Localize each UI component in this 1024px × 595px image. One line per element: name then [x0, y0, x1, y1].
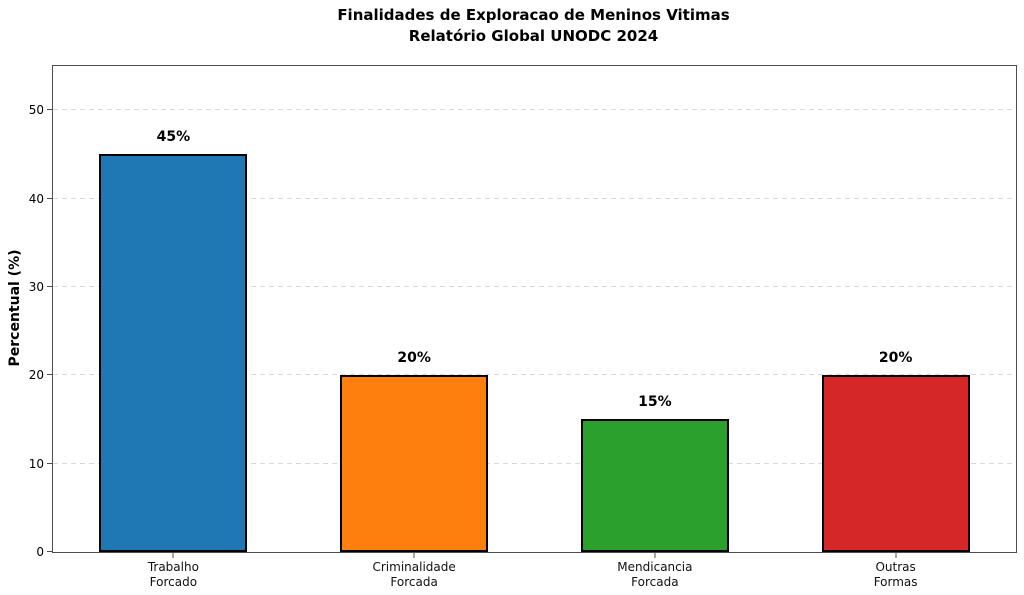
- x-tick-label-line: Forcada: [631, 575, 679, 589]
- x-tick-label-line: Forcada: [390, 575, 438, 589]
- x-tick-label-line: Trabalho: [147, 560, 199, 574]
- bar-value-label: 45%: [156, 129, 191, 146]
- chart-title: Finalidades de Exploracao de Meninos Vit…: [52, 5, 1015, 47]
- y-tick-mark: [47, 285, 53, 287]
- bar: [340, 375, 489, 552]
- bar-value-label: 15%: [638, 394, 672, 411]
- bar: [580, 419, 729, 552]
- bar: [99, 154, 248, 552]
- x-tick-label: Criminalidade Forcada: [372, 560, 455, 590]
- bar-value-label: 20%: [878, 350, 913, 367]
- x-tick-label-line: Criminalidade: [372, 560, 456, 574]
- x-tick-mark: [895, 552, 897, 558]
- y-tick-label: 0: [36, 545, 44, 559]
- y-tick-mark: [47, 374, 53, 376]
- gridline: [53, 109, 1016, 111]
- bar-value-label: 20%: [397, 350, 431, 367]
- y-tick-mark: [47, 462, 53, 464]
- y-tick-mark: [47, 109, 53, 111]
- plot-area: 0 10 20 30 40 50 45% Trabalho Forcado 20% Criminal…: [29, 65, 1017, 589]
- x-tick-label: Mendicancia Forcada: [617, 560, 692, 590]
- x-tick-mark: [654, 552, 656, 558]
- x-tick-label-line: Mendicancia: [617, 560, 693, 574]
- y-tick-label: 30: [28, 279, 44, 294]
- y-tick-label: 20: [28, 368, 44, 383]
- x-tick-label-line: Forcado: [149, 575, 198, 589]
- gridline: [53, 197, 1016, 199]
- gridline: [53, 285, 1016, 287]
- y-tick-mark: [47, 551, 53, 552]
- chart-title-line1: Finalidades de Exploracao de Meninos Vit…: [337, 6, 730, 24]
- x-tick-label-line: Formas: [873, 575, 918, 589]
- x-tick-label-line: Outras: [875, 560, 916, 574]
- y-axis-label-text: Percentual (%): [7, 249, 23, 367]
- x-tick-mark: [172, 552, 174, 558]
- gridline: [53, 462, 1016, 464]
- x-tick-mark: [413, 552, 415, 558]
- y-tick-label: 40: [28, 191, 44, 206]
- y-axis-label: Percentual (%): [0, 65, 30, 551]
- x-tick-label: Trabalho Forcado: [148, 560, 199, 590]
- bar: [821, 375, 970, 552]
- gridline: [53, 374, 1016, 376]
- y-tick-mark: [47, 197, 53, 199]
- chart-title-line2: Relatório Global UNODC 2024: [408, 27, 659, 45]
- y-tick-label: 10: [28, 456, 44, 471]
- x-tick-label: Outras Formas: [874, 560, 918, 590]
- y-tick-label: 50: [28, 103, 44, 118]
